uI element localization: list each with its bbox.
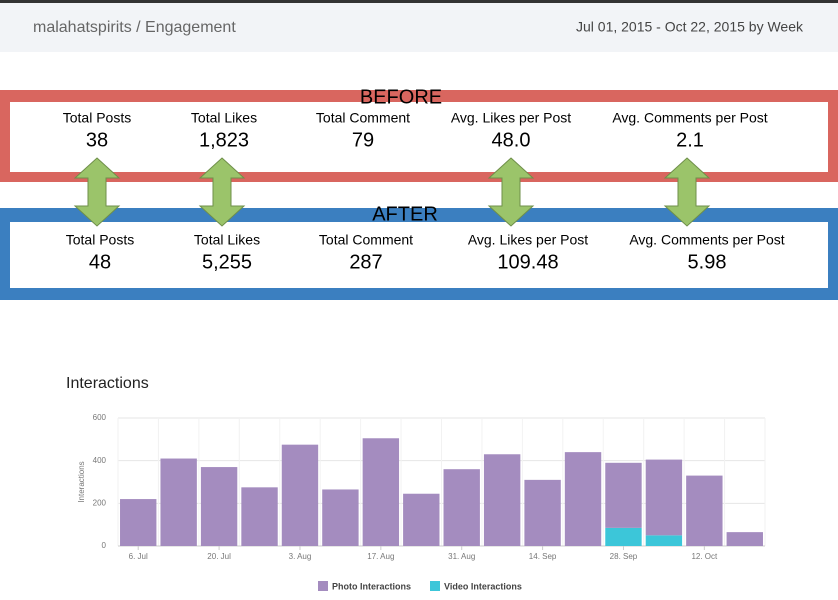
bar-segment [200,467,238,546]
y-axis-label: Interactions [77,461,86,502]
bar-segment [726,532,763,546]
page-title: malahatspirits / Engagement [33,19,236,36]
bar-segment [605,462,642,528]
y-tick-label: 200 [93,498,107,507]
bar-segment [322,489,359,546]
stat-value: 79 [352,129,374,151]
bar-segment [564,452,602,546]
stat-value: 109.48 [497,251,558,273]
x-tick-label: 28. Sep [610,552,638,561]
bar-segment [645,459,683,536]
top-border [0,0,838,3]
x-tick-label: 14. Sep [529,552,557,561]
after-label: AFTER [372,203,438,225]
stat-value: 5,255 [202,251,252,273]
stat-value: 38 [86,129,108,151]
before-label: BEFORE [360,86,442,108]
bar-segment [403,493,440,546]
stat-label: Total Comment [316,110,410,126]
bar-segment [605,527,642,546]
stat-label: Total Posts [66,232,134,248]
stat-label: Avg. Comments per Post [629,232,784,248]
stat-value: 48 [89,251,111,273]
bar-segment [443,469,480,546]
stat-label: Avg. Likes per Post [451,110,571,126]
bar-segment [362,438,400,546]
x-tick-label: 12. Oct [691,552,718,561]
legend-label: Video Interactions [444,581,522,591]
double-arrow [198,157,246,227]
bar-segment [483,454,521,546]
chart: Interactions Interactions 0 200 400 600 6. Jul… [66,375,766,591]
stat-label: Total Likes [191,110,257,126]
x-tick-label: 20. Jul [207,552,231,561]
x-tick-label: 6. Jul [129,552,148,561]
stat-value: 287 [349,251,382,273]
header-bg [0,0,838,52]
bar-segment [645,535,683,546]
bar-segment [241,487,278,546]
y-tick-label: 0 [102,541,107,550]
y-tick-label: 600 [93,413,107,422]
stat-label: Total Posts [63,110,131,126]
bar-segment [524,479,561,546]
arrows [73,157,711,227]
date-range: Jul 01, 2015 - Oct 22, 2015 by Week [576,19,804,35]
x-tick-label: 17. Aug [367,552,394,561]
stat-value: 48.0 [492,129,531,151]
double-arrow [487,157,535,227]
double-arrow [663,157,711,227]
stat-label: Total Comment [319,232,413,248]
bar-segment [281,444,319,546]
bar-segment [160,458,197,546]
bar-segment [120,499,157,546]
chart-title: Interactions [66,375,149,392]
after-panel [10,222,828,288]
double-arrow [73,157,121,227]
x-tick-label: 3. Aug [289,552,312,561]
y-tick-label: 400 [93,456,107,465]
bar-segment [686,475,723,546]
legend-swatch [430,581,440,591]
x-tick-label: 31. Aug [448,552,475,561]
stat-value: 2.1 [676,129,704,151]
before-panel [10,102,828,172]
stat-label: Total Likes [194,232,260,248]
stat-value: 5.98 [688,251,727,273]
legend-label: Photo Interactions [332,581,411,591]
stat-value: 1,823 [199,129,249,151]
legend-swatch [318,581,328,591]
stat-label: Avg. Comments per Post [612,110,767,126]
stat-label: Avg. Likes per Post [468,232,588,248]
